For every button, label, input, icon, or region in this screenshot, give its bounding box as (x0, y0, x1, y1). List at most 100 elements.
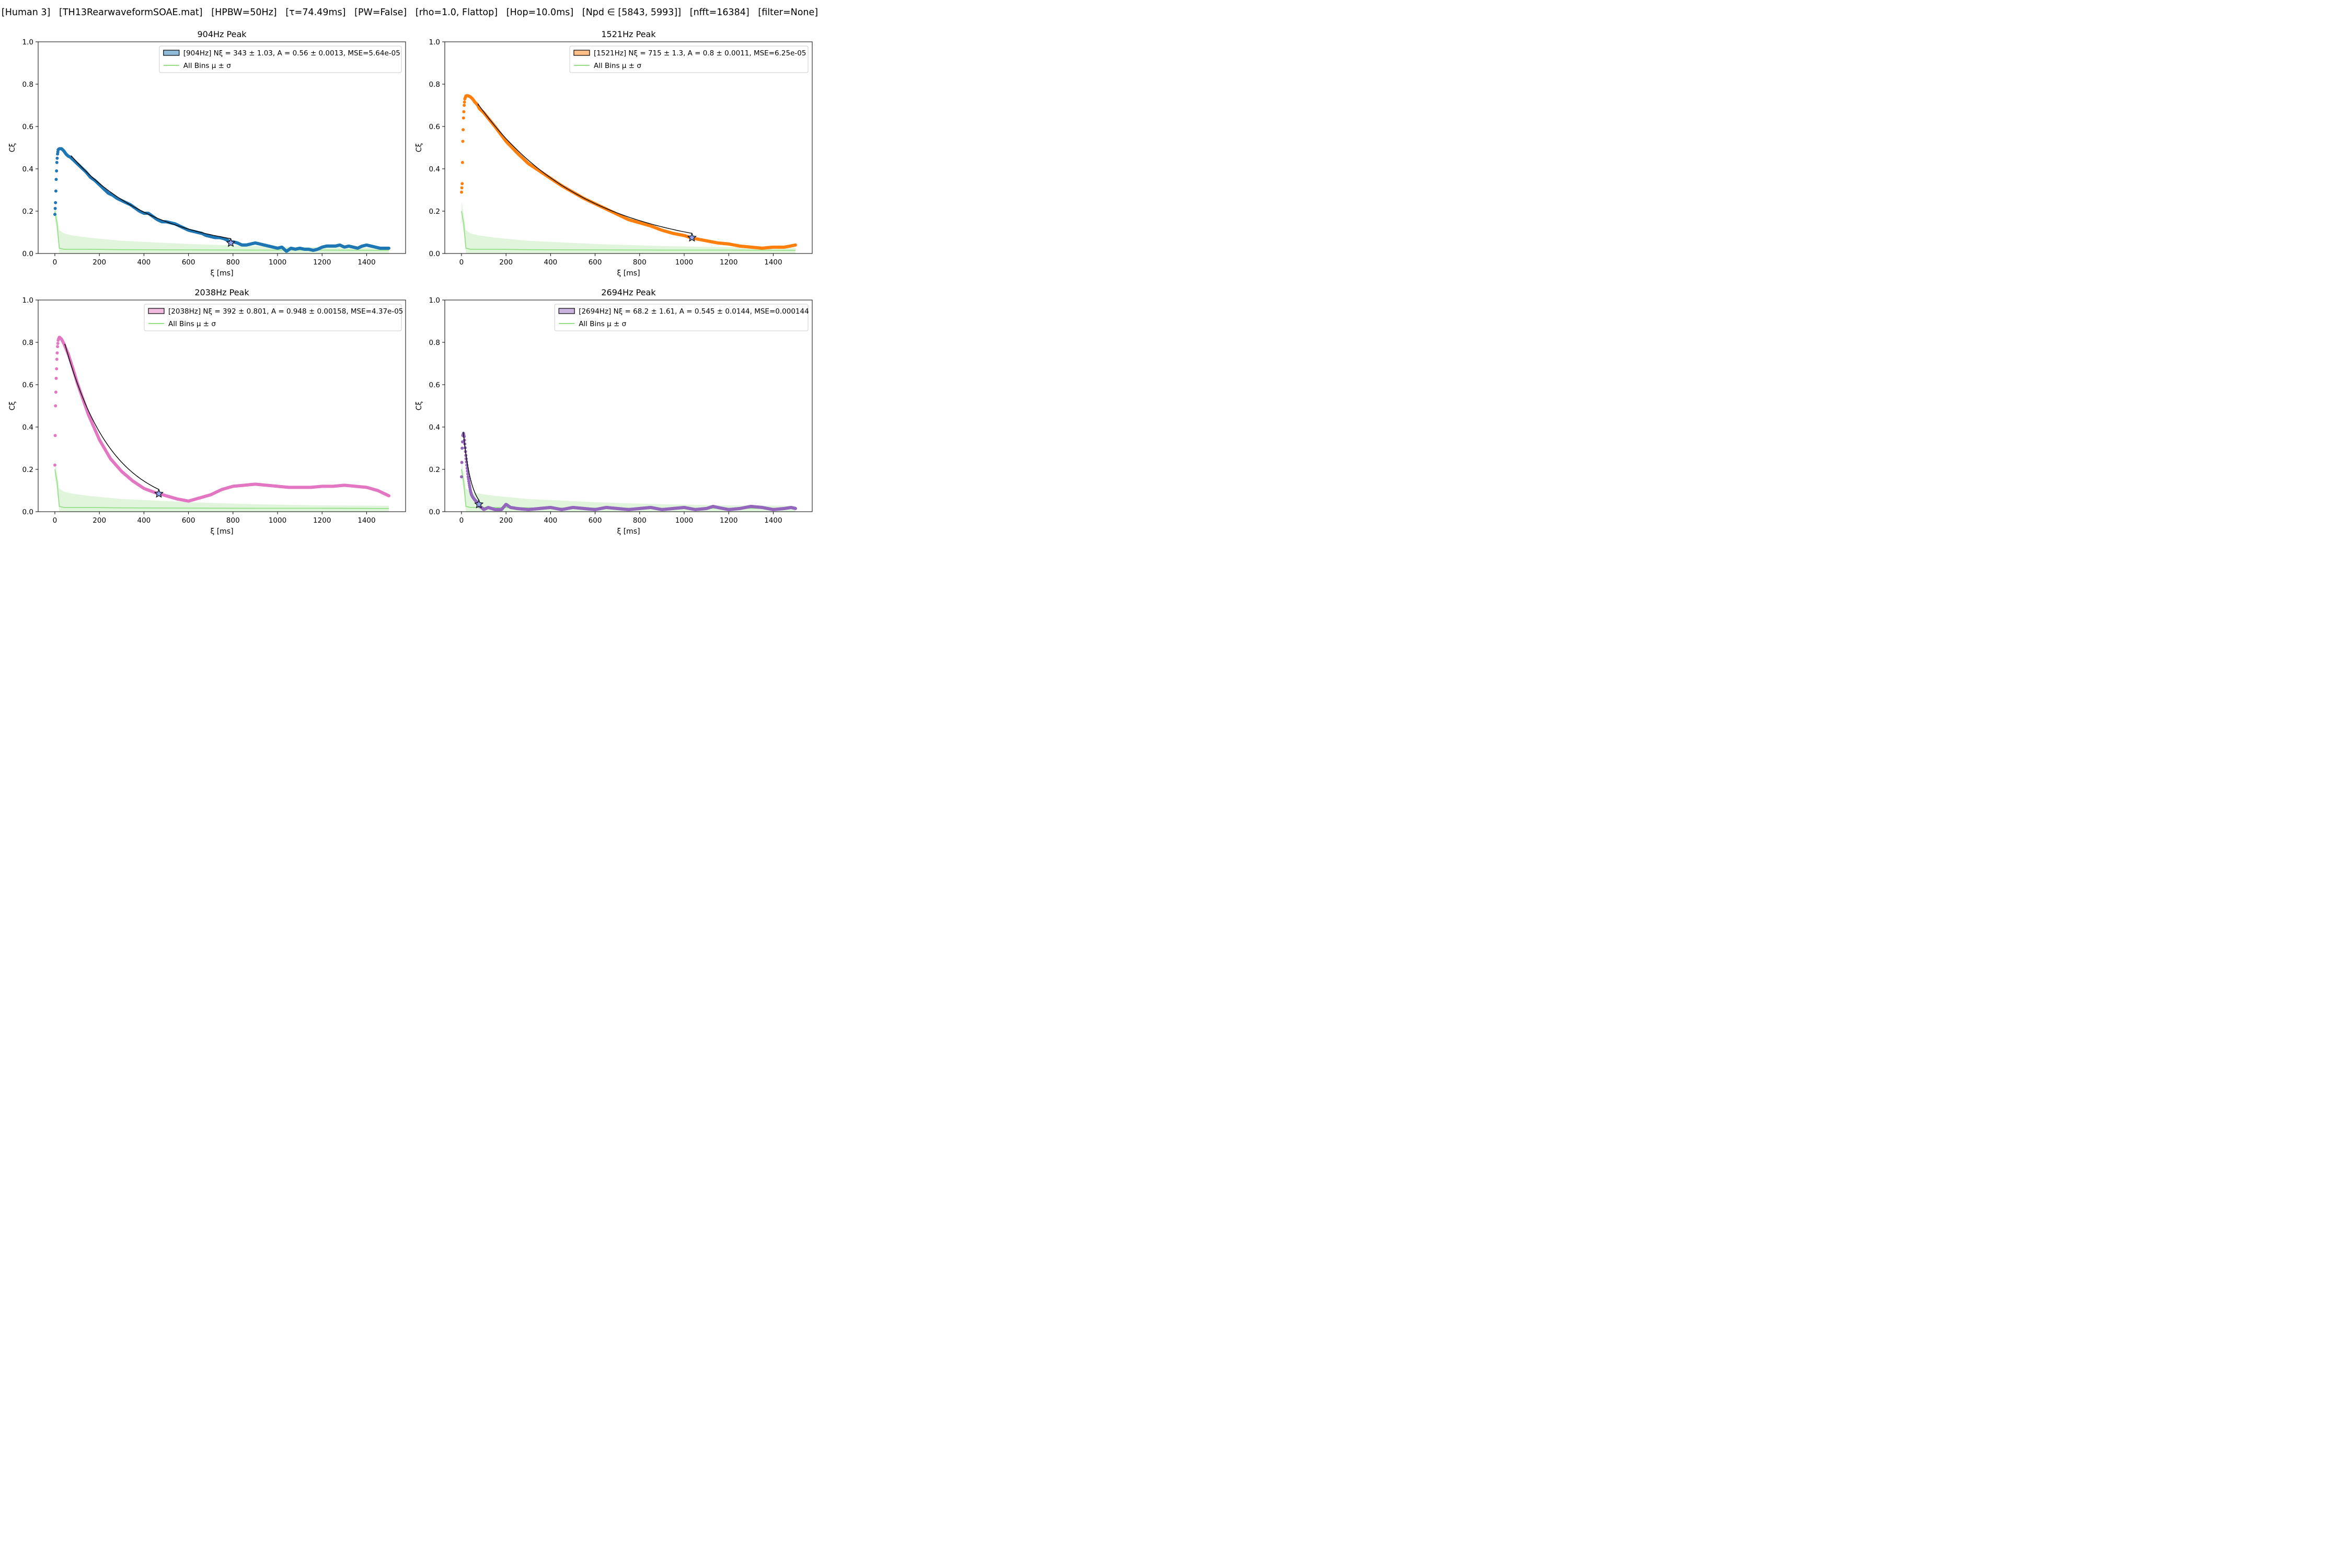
scatter-point (55, 358, 59, 361)
x-tick-label: 400 (137, 516, 151, 525)
scatter-point (460, 190, 463, 194)
decay-star-marker (226, 238, 236, 247)
subplot-1: 0 200 400 600 800 1000 1200 1400 0.0 0.2 0.4 0.6 0.8… (415, 29, 813, 278)
x-tick-label: 1400 (764, 258, 782, 267)
plot-area (460, 94, 797, 253)
legend-label-bins: All Bins μ ± σ (579, 320, 626, 328)
legend-label-fit: [1521Hz] Nξ = 715 ± 1.3, A = 0.8 ± 0.001… (594, 49, 806, 57)
x-tick-label: 1200 (313, 258, 331, 267)
scatter-point (460, 186, 464, 190)
x-tick-label: 200 (93, 258, 106, 267)
legend-swatch-fit (163, 50, 180, 56)
x-tick-label: 1200 (720, 258, 737, 267)
legend-label-bins: All Bins μ ± σ (183, 62, 231, 70)
decay-star-marker (687, 233, 697, 242)
x-tick-label: 600 (182, 258, 195, 267)
y-tick-label: 0.0 (22, 508, 33, 516)
scatter-point (463, 103, 466, 107)
scatter-point (55, 160, 59, 164)
scatter-point (53, 434, 57, 437)
scatter-series (460, 432, 797, 511)
y-tick-label: 0.4 (22, 423, 33, 432)
subplot-0: 0 200 400 600 800 1000 1200 1400 0.0 0.2 0.4 0.6 0.8… (8, 29, 406, 278)
axes-frame (444, 41, 813, 254)
legend-frame (144, 304, 402, 331)
legend: [1521Hz] Nξ = 715 ± 1.3, A = 0.8 ± 0.001… (569, 45, 809, 73)
fit-curve-group (71, 155, 232, 243)
x-tick-label: 1000 (269, 258, 286, 267)
subplot-3: 0 200 400 600 800 1000 1200 1400 0.0 0.2 0.4 0.6 0.8… (415, 287, 813, 536)
scatter-point (460, 160, 464, 164)
x-tick-label: 0 (459, 516, 464, 525)
scatter-point (55, 351, 59, 355)
scatter-point (466, 472, 470, 476)
axes-frame (444, 299, 813, 512)
scatter-series (53, 147, 390, 253)
y-tick-label: 0.8 (429, 339, 440, 347)
legend-frame (569, 45, 809, 73)
y-tick-label: 1.0 (429, 38, 440, 47)
x-tick-label: 0 (53, 258, 57, 267)
x-axis-label: ξ [ms] (210, 269, 233, 278)
y-tick-label: 0.2 (429, 466, 440, 474)
y-tick-label: 0.0 (22, 250, 33, 258)
fit-curve-group (463, 432, 479, 504)
x-tick-label: 1000 (675, 258, 693, 267)
x-tick-label: 400 (137, 258, 151, 267)
scatter-point (55, 169, 59, 172)
fit-curve (478, 103, 693, 238)
subplot-title: 2038Hz Peak (194, 287, 249, 297)
all-bins-band (462, 459, 795, 512)
x-tick-label: 200 (93, 516, 106, 525)
x-tick-label: 600 (182, 516, 195, 525)
scatter-point (56, 345, 60, 349)
x-tick-label: 1000 (675, 516, 693, 525)
legend-swatch-fit (573, 50, 590, 56)
y-tick-label: 0.6 (22, 123, 33, 131)
fit-curve-group (64, 343, 159, 494)
legend: [2694Hz] Nξ = 68.2 ± 1.61, A = 0.545 ± 0… (554, 304, 809, 331)
subplot-title: 2694Hz Peak (601, 287, 656, 297)
x-tick-label: 800 (226, 516, 240, 525)
x-axis-label: ξ [ms] (617, 527, 640, 536)
figure-suptitle: [Human 3] [TH13RearwaveformSOAE.mat] [HP… (1, 7, 818, 18)
legend-label-fit: [2694Hz] Nξ = 68.2 ± 1.61, A = 0.545 ± 0… (579, 307, 809, 316)
x-tick-label: 800 (633, 258, 647, 267)
legend-swatch-fit (148, 308, 165, 314)
x-tick-label: 200 (499, 516, 513, 525)
x-tick-label: 400 (544, 516, 557, 525)
legend-frame (159, 45, 402, 73)
y-tick-label: 0.2 (429, 207, 440, 216)
x-tick-label: 0 (53, 516, 57, 525)
y-tick-label: 0.6 (429, 123, 440, 131)
y-tick-label: 1.0 (22, 38, 33, 47)
scatter-point (794, 243, 797, 247)
axes-frame (38, 299, 406, 512)
legend-label-bins: All Bins μ ± σ (594, 62, 641, 70)
all-bins-mean-line (461, 211, 796, 251)
x-tick-label: 1200 (720, 516, 737, 525)
scatter-series (460, 94, 797, 250)
scatter-point (387, 494, 390, 498)
scatter-point (54, 178, 58, 181)
fit-curve-group (478, 103, 693, 238)
all-bins-band (55, 459, 389, 512)
fit-curve (463, 432, 479, 504)
scatter-point (462, 128, 465, 132)
x-tick-label: 800 (633, 516, 647, 525)
y-axis-label: Cξ (8, 143, 17, 153)
scatter-point (54, 201, 57, 204)
legend-label-fit: [2038Hz] Nξ = 392 ± 0.801, A = 0.948 ± 0… (168, 307, 403, 316)
scatter-point (55, 156, 59, 160)
all-bins-mean-line (54, 469, 389, 509)
y-tick-label: 0.4 (429, 423, 440, 432)
x-tick-label: 0 (459, 258, 464, 267)
y-tick-label: 0.2 (22, 466, 33, 474)
y-axis-label: Cξ (415, 143, 423, 153)
axes-frame (38, 41, 406, 254)
figure-canvas: 0 200 400 600 800 1000 1200 1400 0.0 0.2 0.4 0.6 0.8… (8, 29, 813, 536)
y-axis-label: Cξ (415, 401, 423, 411)
fit-curve (64, 343, 159, 494)
y-axis-label: Cξ (8, 401, 17, 411)
scatter-point (463, 100, 466, 104)
